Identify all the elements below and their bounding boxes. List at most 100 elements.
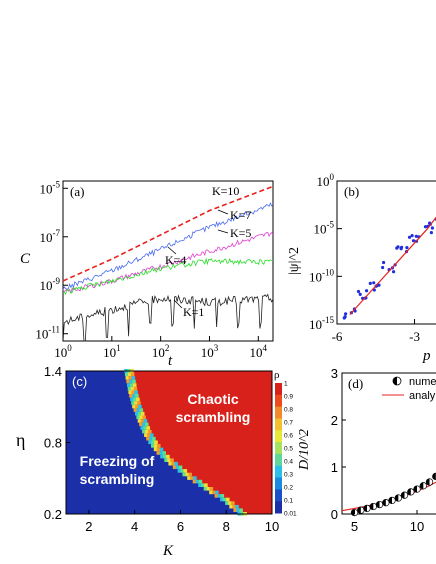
region-label-chaotic-2: scrambling (176, 409, 251, 425)
colorbar-tick-label: 0.1 (284, 498, 293, 505)
y-tick-label: 1 (331, 460, 338, 475)
heatmap-transition-cell (201, 483, 205, 487)
heatmap-transition-cell (166, 454, 170, 459)
heatmap-transition-cell (124, 372, 129, 377)
heatmap-transition-cell (198, 483, 202, 487)
heatmap-transition-cell (132, 379, 136, 384)
heatmap-transition-cell (185, 472, 189, 477)
heatmap-transition-cell (133, 386, 138, 391)
numerical-point (407, 488, 415, 496)
panel-c-label: (c) (72, 374, 87, 389)
panel-b-ylabel: |ψ|^2 (287, 247, 302, 275)
heatmap-transition-cell (209, 490, 213, 495)
y-tick-label: 0.2 (44, 507, 62, 522)
heatmap-transition-cell (144, 433, 148, 437)
numerical-point (357, 506, 365, 514)
data-point (423, 225, 428, 229)
series-label-k5: K=5 (230, 226, 251, 240)
heatmap-transition-cell (223, 497, 227, 502)
numerical-point (425, 478, 434, 486)
x-tick-label: 104 (250, 343, 268, 360)
series-line-k4 (62, 257, 274, 296)
heatmap-transition-cell (177, 469, 182, 473)
heatmap-transition-cell (153, 447, 158, 452)
heatmap-transition-cell (150, 433, 154, 437)
data-point (358, 292, 362, 296)
numerical-point (369, 502, 377, 511)
data-point (368, 281, 372, 285)
heatmap-transition-cell (192, 479, 197, 484)
heatmap-transition-cell (156, 447, 161, 452)
colorbar-segment (275, 501, 282, 514)
colorbar-segment (275, 394, 282, 408)
y-tick-label: 10-5 (40, 179, 61, 196)
panel-a-label: (a) (70, 184, 84, 199)
heatmap-transition-cell (159, 451, 163, 455)
heatmap-transition-cell (142, 429, 146, 434)
heatmap-transition-cell (146, 426, 150, 430)
heatmap-transition-cell (133, 408, 138, 412)
panel-d: 5 10 0 1 2 3 (d) D/10^2 nume analy (297, 366, 436, 534)
colorbar-segment (275, 383, 282, 396)
heatmap-transition-cell (130, 372, 135, 377)
numerical-point (413, 485, 421, 493)
data-point (429, 231, 433, 235)
heatmap-transition-cell (128, 390, 132, 394)
data-point (410, 234, 414, 238)
heatmap-transition-cell (135, 404, 139, 409)
panel-a-frame (62, 180, 274, 342)
data-point (343, 315, 347, 319)
heatmap-transition-cell (226, 497, 230, 502)
x-tick-label: 10 (265, 519, 279, 534)
heatmap-transition-cell (170, 458, 174, 462)
heatmap-transition-cell (135, 394, 139, 398)
data-point (414, 234, 418, 238)
heatmap-transition-cell (163, 454, 167, 459)
heatmap-transition-cell (220, 494, 225, 498)
x-tick-label: 8 (223, 519, 230, 534)
heatmap-transition-cell (141, 411, 145, 416)
arrow-k7 (217, 209, 229, 215)
numerical-point (394, 494, 402, 502)
data-point (344, 312, 348, 316)
heatmap-transition-cell (175, 465, 180, 470)
series-line-k1 (62, 293, 274, 342)
colorbar-tick-label: 0.01 (284, 511, 297, 518)
heatmap-transition-cell (134, 390, 138, 394)
heatmap-transition-cell (167, 458, 171, 462)
heatmap-transition-cell (145, 429, 149, 434)
heatmap-transition-cell (139, 408, 144, 412)
heatmap-transition-cell (128, 376, 133, 380)
heatmap-transition-cell (143, 419, 148, 423)
heatmap-transition-cell (168, 461, 172, 466)
x-tick-label: 2 (85, 519, 92, 534)
heatmap-transition-cell (215, 490, 219, 495)
heatmap-transition-cell (133, 383, 137, 387)
heatmap-transition-cell (195, 479, 200, 484)
data-point (377, 283, 381, 287)
heatmap-transition-cell (151, 444, 155, 448)
colorbar-tick-label: 0.7 (284, 420, 293, 427)
colorbar-tick-label: 0.3 (284, 472, 293, 479)
x-tick-label: 4 (131, 519, 138, 534)
colorbar-tick-label: 0.2 (284, 485, 293, 492)
heatmap-transition-cell (126, 379, 130, 384)
heatmap-transition-cell (137, 419, 142, 423)
x-tick-label: -3 (409, 329, 420, 344)
heatmap-transition-cell (232, 504, 236, 509)
x-tick-label: 101 (103, 343, 121, 360)
colorbar-segment (275, 430, 282, 443)
heatmap-transition-cell (138, 411, 142, 416)
numerical-point (375, 500, 384, 509)
heatmap-transition-cell (156, 451, 160, 455)
heatmap-transition-cell (148, 440, 152, 445)
heatmap-transition-cell (132, 394, 136, 398)
panel-b-frame (336, 180, 436, 325)
data-point (356, 289, 361, 294)
panel-a: 100 101 102 103 104 10-11 10-9 10-7 10-5 (a) t C… (20, 179, 274, 369)
heatmap-transition-cell (143, 426, 147, 430)
heatmap-transition-cell (139, 422, 143, 427)
panel-d-label: (d) (348, 376, 363, 391)
